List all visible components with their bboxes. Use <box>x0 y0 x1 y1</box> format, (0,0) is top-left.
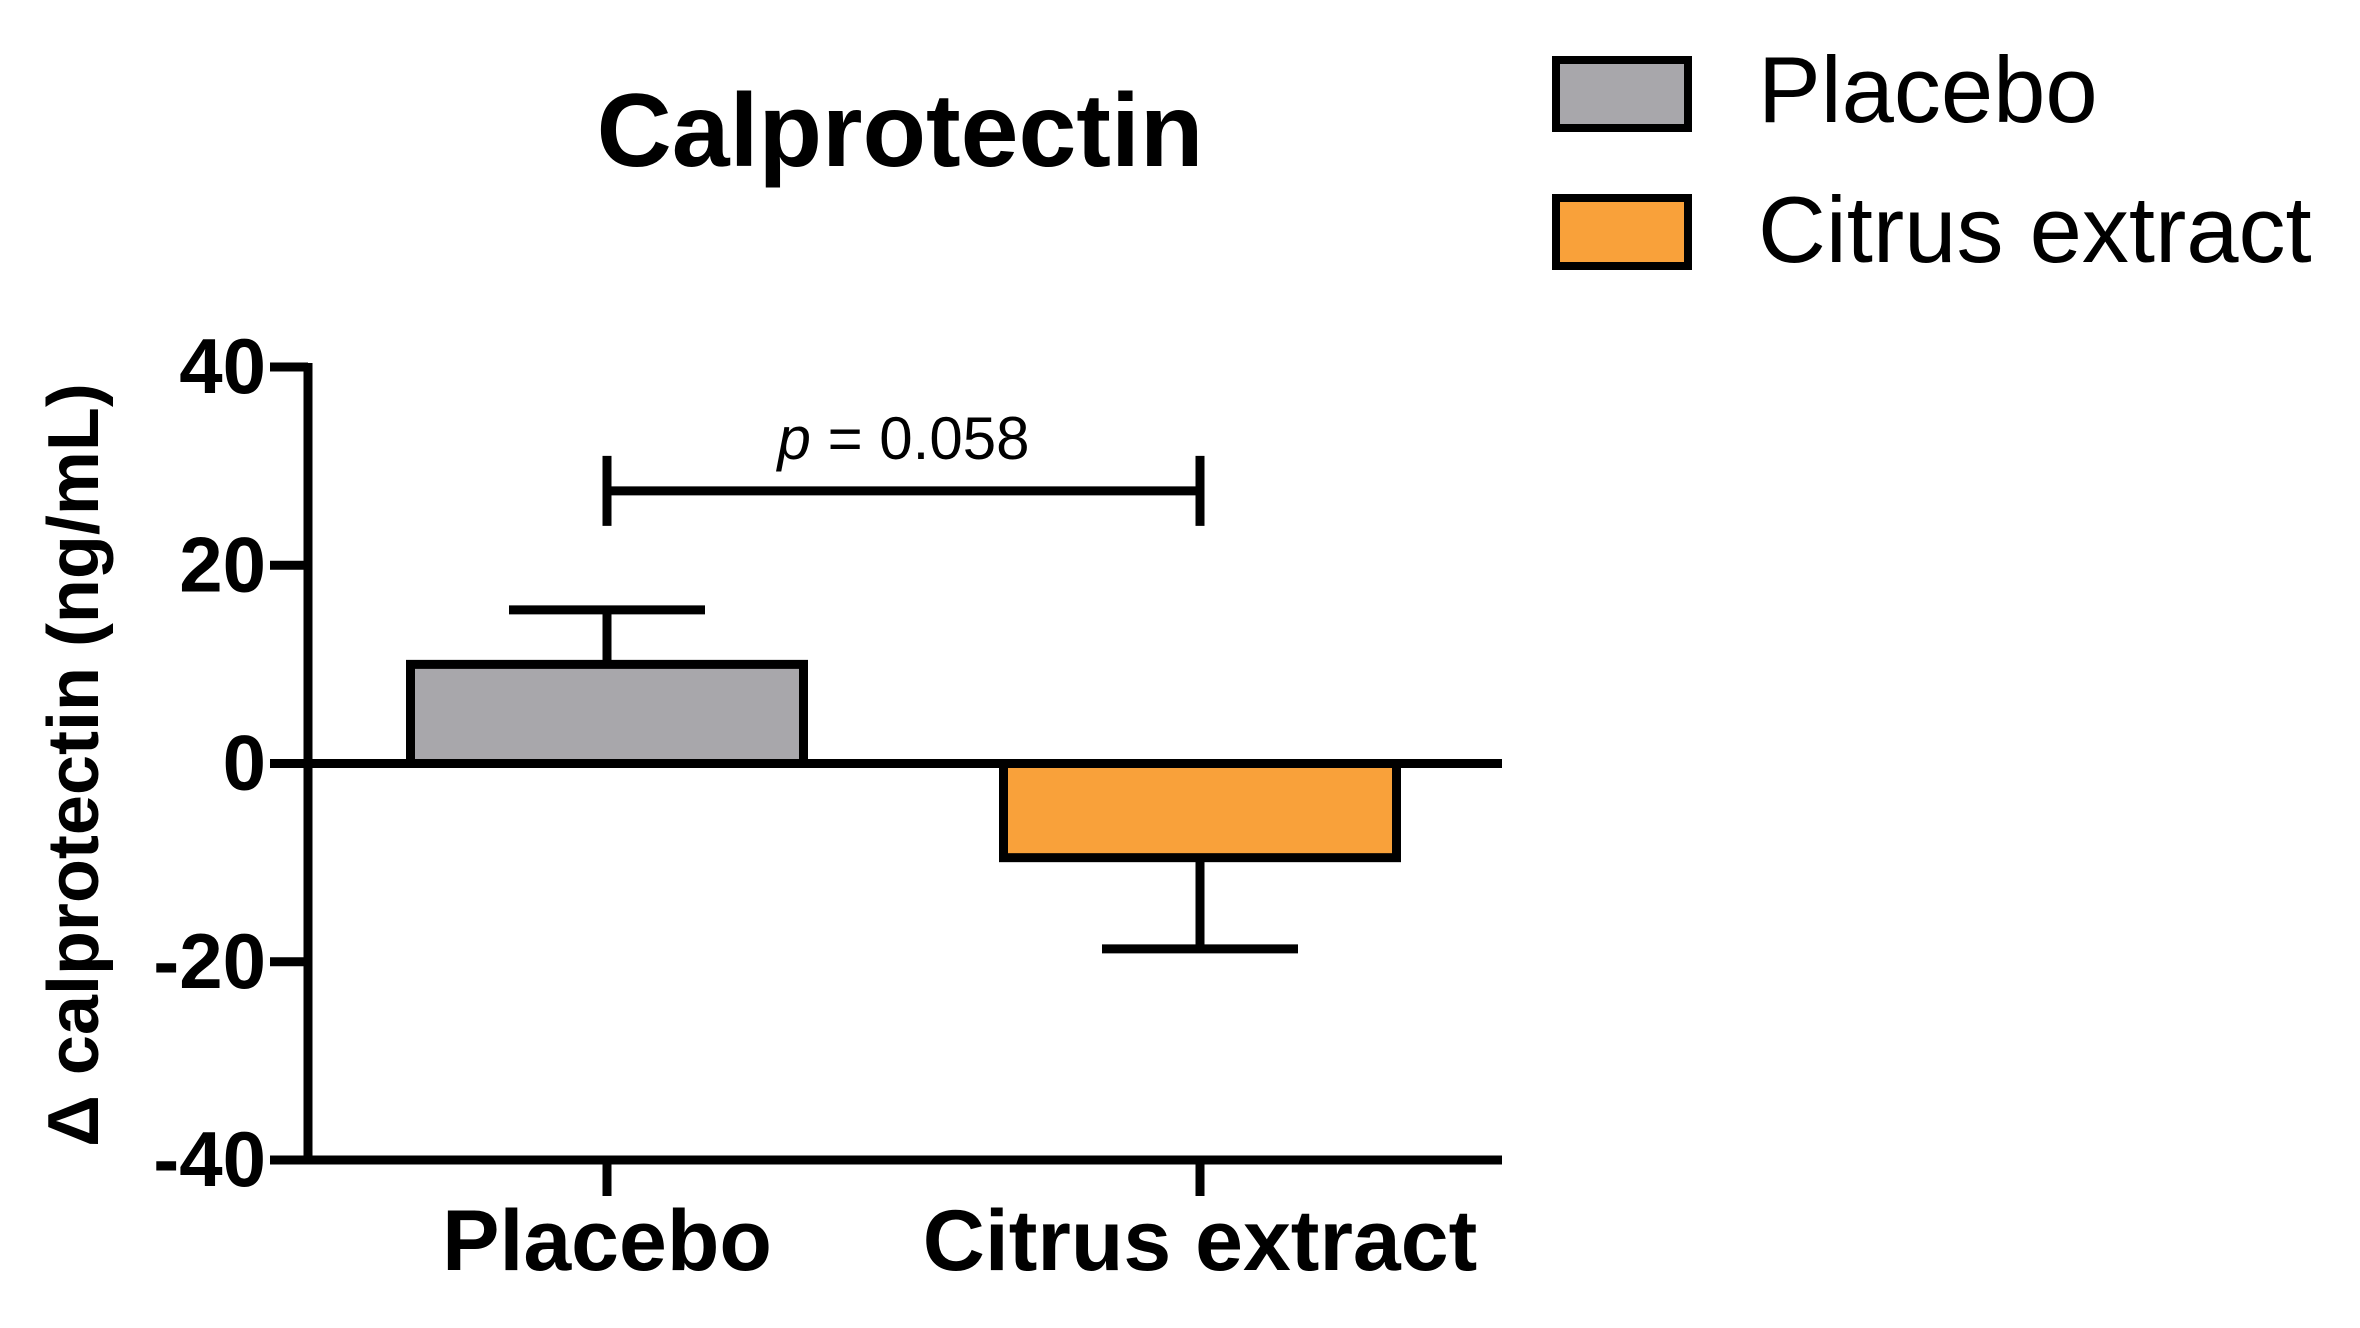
bar-placebo <box>406 659 808 768</box>
error-bars <box>509 605 1298 954</box>
legend-label-placebo: Placebo <box>1758 37 2098 142</box>
legend-label-citrus-extract: Citrus extract <box>1758 177 2312 282</box>
p-symbol: p <box>776 405 811 472</box>
p-value-label: p = 0.058 <box>776 405 1030 472</box>
legend: Placebo Citrus extract <box>1552 37 2312 282</box>
chart-title: Calprotectin <box>597 73 1204 189</box>
bars <box>406 659 1401 863</box>
legend-swatch-citrus-extract <box>1552 194 1692 270</box>
y-tick-label: -40 <box>153 1115 266 1203</box>
y-tick-label: 0 <box>223 719 266 807</box>
x-tick-label: Placebo <box>442 1193 772 1289</box>
legend-swatch-placebo <box>1552 56 1692 132</box>
y-tick-label: 40 <box>179 322 266 410</box>
y-tick-label: -20 <box>153 917 266 1005</box>
x-ticks: Placebo Citrus extract <box>442 1160 1477 1289</box>
axes <box>303 363 1502 1165</box>
bar-citrus-extract <box>999 759 1401 863</box>
p-value: = 0.058 <box>811 405 1030 472</box>
significance-annotation: p = 0.058 <box>602 405 1205 526</box>
y-axis-label: Δ calprotectin (ng/mL) <box>34 383 114 1147</box>
y-tick-label: 20 <box>179 520 266 608</box>
x-tick-label: Citrus extract <box>923 1193 1477 1289</box>
y-ticks: 40 20 0 -20 -40 <box>153 322 308 1203</box>
